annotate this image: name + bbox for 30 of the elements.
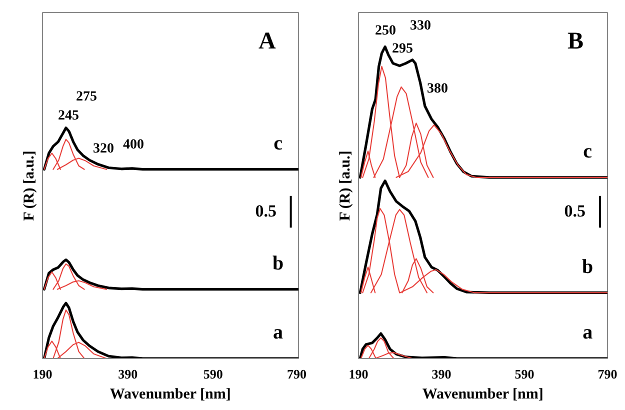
- x-tick-label: 590: [514, 366, 534, 382]
- chart-title: A: [258, 28, 276, 54]
- series-label: c: [274, 132, 283, 154]
- annotation: 0.5: [564, 202, 586, 220]
- series-label: a: [582, 322, 593, 344]
- annotation: 380: [427, 82, 448, 96]
- annotation: 320: [93, 142, 114, 156]
- y-axis-title: F (R) [a.u.]: [22, 150, 38, 221]
- x-tick-label: 790: [287, 366, 306, 382]
- x-axis-title: Wavenumber [nm]: [422, 386, 544, 402]
- annotation: 400: [123, 138, 144, 152]
- series-label: b: [272, 252, 284, 274]
- annotation: 295: [392, 42, 413, 56]
- text: 330: [410, 18, 431, 34]
- series-label: a: [273, 322, 284, 344]
- x-tick-label: 790: [598, 366, 618, 382]
- x-tick-label: 190: [32, 366, 52, 382]
- x-tick-label: 390: [118, 366, 138, 382]
- series-label: c: [583, 140, 592, 162]
- x-tick-label: 190: [348, 366, 368, 382]
- y-axis-title: F (R) [a.u.]: [338, 150, 354, 221]
- x-tick-label: 590: [203, 366, 223, 382]
- text: 275: [76, 90, 97, 104]
- text: 245: [58, 108, 79, 124]
- x-tick-label: 390: [432, 366, 452, 382]
- annotation: 0.5: [255, 202, 276, 220]
- chart-title: B: [568, 28, 584, 54]
- series-label: b: [582, 256, 594, 278]
- text: 250: [375, 24, 396, 38]
- x-axis-title: Wavenumber [nm]: [110, 386, 231, 402]
